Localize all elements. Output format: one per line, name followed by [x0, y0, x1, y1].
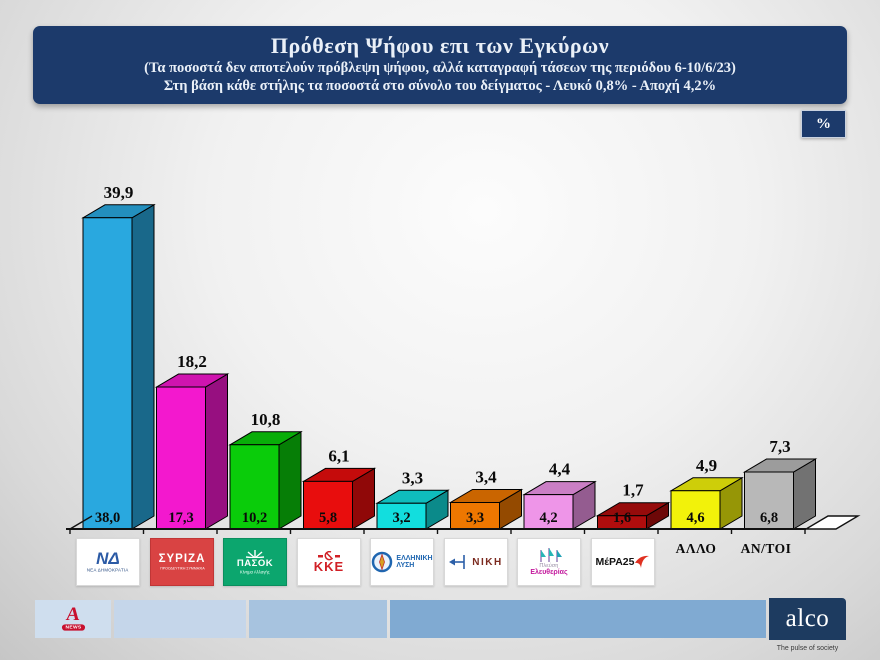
party-logo-nea-dimokratia: ΝΔ ΝΕΑ ΔΗΜΟΚΡΑΤΙΑ [76, 538, 140, 586]
bar-2-ΠΑΣΟΚ - Κίνημα Αλλαγής: 10,8 10,2 [228, 410, 303, 530]
party-logo-niki: ΝΙΚΗ [444, 538, 508, 586]
party-logo-mera25: ΜέΡΑ25 [591, 538, 655, 586]
bar-8-sample-value: 4,6 [686, 510, 704, 526]
percent-unit-badge: % [801, 110, 846, 138]
syriza-logo-subtext: ΠΡΟΟΔΕΥΤΙΚΗ ΣΥΜΜΑΧΙΑ [159, 566, 205, 570]
mera25-bird-icon [635, 555, 650, 568]
alpha-news-logo-box: A NEWS [35, 600, 111, 638]
alco-logo-text: alco [785, 605, 830, 632]
bar-5-sample-value: 3,3 [466, 510, 484, 526]
party-logo-kke: ΚΚΕ [297, 538, 361, 586]
bar-9-ΑΝ/ΤΟΙ: 7,3 6,8 [742, 437, 818, 530]
pasok-logo-subtext: Κίνημα Αλλαγής [240, 569, 270, 575]
bar-9-sample-value: 6,8 [760, 510, 778, 526]
bar-8-ΑΛΛΟ: 4,9 4,6 [669, 456, 744, 530]
kke-logo-text: ΚΚΕ [313, 559, 345, 574]
axis-floor-right [803, 515, 861, 530]
bar-2-valid-value: 10,8 [251, 410, 281, 429]
bar-0-ΝΕΑ ΔΗΜΟΚΡΑΤΙΑ: 39,9 38,0 [81, 183, 156, 530]
bar-5-valid-value: 3,4 [475, 467, 497, 486]
plefsi-sails-icon [540, 547, 562, 562]
bar-7-valid-value: 1,7 [622, 481, 644, 500]
nd-logo-subtext: ΝΕΑ ΔΗΜΟΚΡΑΤΙΑ [87, 568, 129, 573]
mera25-logo-text: ΜέΡΑ25 [595, 556, 635, 568]
niki-logo-text: ΝΙΚΗ [472, 556, 503, 568]
syriza-logo-text: ΣΥΡΙΖΑ [158, 552, 206, 565]
elliniki-lysi-text-line2: ΛΥΣΗ [396, 562, 415, 569]
bar-6-ΠΛΕΥΣΗ ΕΛΕΥΘΕΡΙΑΣ: 4,4 4,2 [522, 460, 597, 530]
bar-8-valid-value: 4,9 [696, 456, 717, 475]
party-logo-pasok: ΠΑΣΟΚ Κίνημα Αλλαγής [223, 538, 287, 586]
alpha-news-pill: NEWS [61, 623, 85, 631]
bar-2-sample-value: 10,2 [242, 510, 267, 526]
party-logo-plefsi-eleftherias: Πλεύση Ελευθερίας [517, 538, 581, 586]
alpha-a-icon: A [65, 603, 82, 625]
party-logo-elliniki-lysi: ΕΛΛΗΝΙΚΗ ΛΥΣΗ [370, 538, 434, 586]
alco-logo-box: alco [769, 598, 846, 640]
pasok-sun-icon [245, 549, 265, 558]
bar-1-ΣΥΡΙΖΑ: 18,2 17,3 [154, 352, 230, 530]
bar-1-valid-value: 18,2 [177, 352, 207, 371]
bar-6-sample-value: 4,2 [539, 510, 557, 526]
bar-4-valid-value: 3,3 [402, 468, 423, 487]
page-title: Πρόθεση Ψήφου επι των Εγκύρων [270, 33, 610, 58]
header-subtitle-2: Στη βάση κάθε στήλης τα ποσοστά στο σύνο… [163, 78, 717, 94]
pasok-logo-text: ΠΑΣΟΚ [236, 557, 274, 569]
bar-5-ΝΙΚΗ: 3,4 3,3 [448, 467, 524, 530]
bar-0-valid-value: 39,9 [104, 183, 134, 202]
niki-spear-icon [449, 555, 466, 569]
footer-segment-2 [114, 600, 246, 638]
alco-tagline: The pulse of society [776, 643, 839, 652]
bar-1-sample-value: 17,3 [168, 510, 193, 526]
percent-unit-label: % [816, 115, 831, 132]
footer-segment-4 [390, 600, 766, 638]
plefsi-logo-text-line2: Ελευθερίας [530, 568, 568, 576]
bar-7-ΜέΡΑ25: 1,7 1,6 [595, 481, 671, 530]
bar-7-sample-value: 1,6 [613, 510, 631, 526]
plefsi-logo-text-line1: Πλεύση [539, 562, 559, 568]
nd-logo-icon: ΝΔ [96, 549, 120, 568]
bar-3-sample-value: 5,8 [319, 510, 337, 526]
elliniki-lysi-text-line1: ΕΛΛΗΝΙΚΗ [396, 554, 433, 562]
category-label-undecided: ΑΝ/ΤΟΙ [740, 541, 792, 556]
footer-segment-3 [249, 600, 387, 638]
bar-4-ΕΛΛΗΝΙΚΗ ΛΥΣΗ: 3,3 3,2 [375, 468, 450, 530]
bar-9-valid-value: 7,3 [769, 437, 790, 456]
bar-4-sample-value: 3,2 [392, 510, 410, 526]
bar-0-sample-value: 38,0 [95, 510, 120, 526]
party-logo-syriza: ΣΥΡΙΖΑ ΠΡΟΟΔΕΥΤΙΚΗ ΣΥΜΜΑΧΙΑ [150, 538, 214, 586]
bar-3-ΚΚΕ: 6,1 5,8 [301, 446, 377, 530]
bar-3-valid-value: 6,1 [328, 446, 349, 465]
alpha-news-logo: A NEWS [57, 603, 90, 632]
header-subtitle-1: (Τα ποσοστά δεν αποτελούν πρόβλεψη ψήφου… [144, 60, 736, 76]
elliniki-lysi-compass-icon [372, 551, 393, 573]
category-label-other: ΑΛΛΟ [675, 541, 717, 556]
kke-hammer-sickle-icon [318, 551, 340, 561]
header-box: Πρόθεση Ψήφου επι των Εγκύρων (Τα ποσοστ… [33, 26, 847, 104]
axis-floor-left-edge [69, 515, 93, 530]
bar-6-valid-value: 4,4 [549, 460, 571, 479]
